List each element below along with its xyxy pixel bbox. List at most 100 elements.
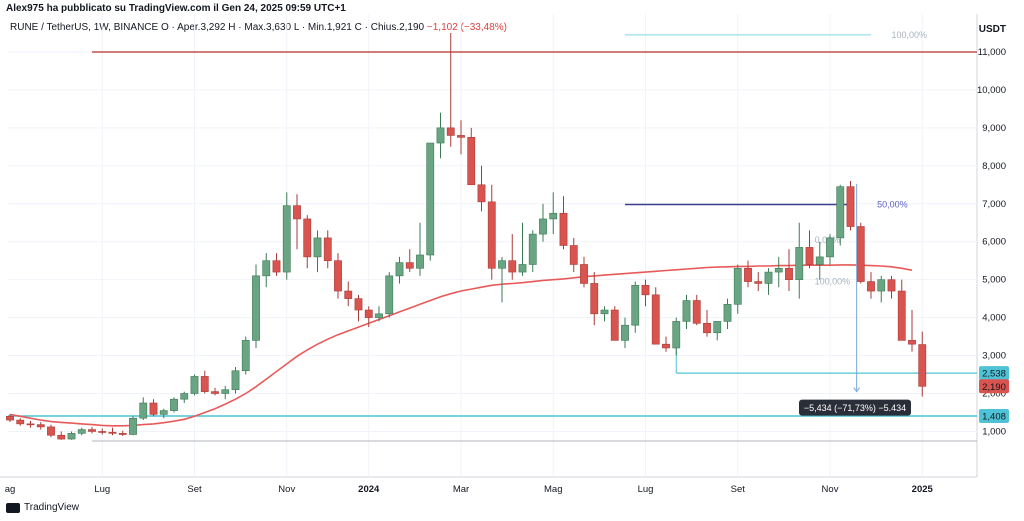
candle	[405, 249, 414, 273]
moving-average-line	[9, 264, 913, 427]
candle-body	[651, 294, 660, 345]
candle-body	[436, 127, 445, 144]
candle	[733, 264, 742, 314]
candle-body	[764, 271, 773, 284]
ohlc-open: O · Aper.3,292	[160, 22, 226, 33]
candle-body	[723, 304, 732, 322]
candle-body	[190, 376, 199, 394]
x-tick-label: Nov	[822, 484, 839, 495]
candle	[98, 428, 107, 435]
candle-body	[487, 201, 496, 269]
candle-body	[6, 415, 14, 421]
candle-body	[600, 309, 609, 315]
candle	[57, 431, 66, 440]
candle-body	[518, 264, 527, 273]
x-tick-label: Mar	[453, 484, 469, 495]
candle	[231, 366, 240, 394]
candle-body	[508, 260, 517, 273]
tradingview-logo[interactable]: TradingView	[6, 502, 79, 513]
candle	[252, 264, 260, 348]
candle	[108, 427, 117, 436]
candle	[487, 184, 496, 280]
candle	[262, 253, 271, 288]
candle-body	[733, 267, 742, 305]
candle-body	[139, 402, 148, 419]
price-tag-box	[979, 408, 1009, 423]
candle	[518, 222, 527, 276]
candle	[129, 416, 137, 436]
candle	[764, 268, 773, 295]
y-tick-label: 10,000	[977, 85, 1006, 96]
candle	[180, 391, 189, 403]
fib-label: 100,00%	[892, 30, 928, 40]
candle	[6, 414, 14, 422]
candle	[477, 165, 486, 212]
y-tick-label: 2,000	[982, 389, 1006, 400]
candle	[651, 287, 660, 345]
candle	[774, 256, 783, 288]
candle	[190, 374, 199, 396]
candle-body	[416, 254, 424, 269]
candle-body	[867, 281, 875, 292]
candle	[200, 370, 209, 394]
candle-body	[67, 433, 76, 440]
x-tick-label: Lug	[94, 484, 110, 495]
candle-body	[713, 321, 722, 334]
candle	[467, 127, 476, 186]
tradingview-logo-icon	[6, 502, 20, 513]
candle	[375, 306, 383, 322]
candle-body	[641, 285, 650, 296]
candle-body	[805, 247, 814, 265]
candle	[293, 194, 301, 250]
candle	[682, 294, 691, 329]
ohlc-close: C · Chius.2,190	[354, 22, 425, 33]
candle-body	[918, 344, 927, 387]
y-tick-label: 4,000	[982, 313, 1006, 324]
candle	[395, 256, 404, 284]
candle-body	[467, 137, 476, 186]
candle-body	[877, 279, 886, 292]
candle	[36, 421, 45, 430]
candle-body	[16, 419, 25, 425]
published-by: Alex975 ha pubblicato su TradingView.com…	[6, 3, 346, 14]
candle-body	[241, 340, 250, 372]
candle-body	[836, 186, 845, 239]
ohlc-high: H · Max.3,630	[228, 22, 292, 33]
candle-body	[88, 429, 96, 432]
candle	[364, 306, 373, 328]
candle	[303, 215, 312, 269]
candle	[836, 184, 845, 246]
candle-body	[344, 290, 353, 299]
candle-body	[385, 275, 394, 315]
price-tag-box	[979, 379, 1009, 394]
candle	[77, 427, 86, 436]
candle	[785, 249, 793, 292]
candle	[908, 310, 916, 352]
candle	[600, 306, 609, 322]
candle	[918, 331, 927, 397]
candle	[170, 397, 178, 413]
candle	[67, 431, 76, 440]
price-tag: 2,538	[979, 366, 1009, 381]
candle-body	[293, 205, 301, 220]
candle	[549, 192, 558, 235]
candle	[241, 336, 250, 375]
price-tag-label: 2,190	[982, 382, 1006, 393]
candle-body	[159, 410, 168, 415]
y-tick-label: 6,000	[982, 237, 1006, 248]
fib-label: 50,00%	[877, 200, 908, 210]
candle-body	[549, 212, 558, 220]
symbol-name[interactable]: RUNE / TetherUS, 1W, BINANCE	[10, 22, 159, 33]
candle-body	[785, 267, 793, 280]
x-tick-label: Lug	[638, 484, 654, 495]
candle	[436, 112, 445, 159]
y-tick-label: 9,000	[982, 123, 1006, 134]
candle-body	[26, 423, 35, 426]
candle	[795, 222, 804, 299]
x-tick-label: ag	[5, 484, 16, 495]
candle-body	[559, 212, 568, 246]
candle-body	[426, 142, 435, 256]
x-tick-label: Mag	[544, 484, 562, 495]
candle-body	[846, 186, 855, 227]
